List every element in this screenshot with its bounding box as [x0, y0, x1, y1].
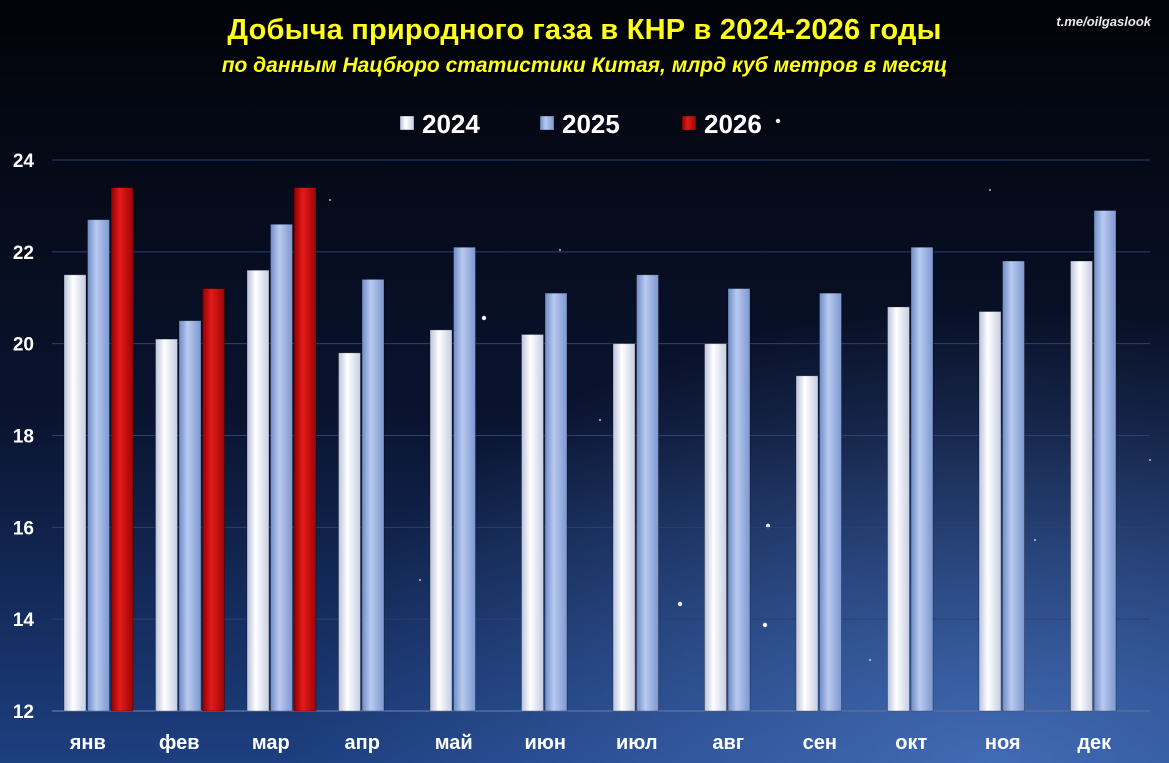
y-gridlines — [52, 159, 1150, 712]
bar-2024-сен — [795, 375, 819, 712]
bar-2025-июл — [636, 274, 659, 712]
x-tick-label: сен — [803, 732, 837, 754]
bar-2024-июн — [521, 334, 544, 712]
bar-2026-фев — [202, 288, 225, 712]
bar-2024-дек — [1070, 260, 1093, 712]
chart-subtitle: по данным Нацбюро статистики Китая, млрд… — [221, 54, 948, 77]
star — [775, 118, 781, 124]
bar-2025-июн — [544, 292, 568, 712]
bar-2025-мар — [270, 223, 293, 712]
legend-swatch-2025 — [539, 115, 555, 131]
bar-2024-апр — [338, 352, 361, 712]
legend-label-2026: 2026 — [704, 109, 762, 139]
star — [1033, 538, 1037, 542]
bar-2024-авг — [704, 343, 727, 712]
y-axis-ticks: 12 14 16 18 20 22 24 — [13, 151, 35, 723]
star — [558, 248, 562, 252]
legend-label-2024: 2024 — [422, 109, 480, 139]
bar-2025-апр — [361, 278, 385, 712]
bar-2024-мар — [246, 269, 270, 712]
star — [762, 622, 768, 628]
x-tick-label: май — [435, 732, 473, 754]
y-tick-label: 22 — [13, 243, 34, 264]
star — [328, 198, 332, 202]
x-tick-label: дек — [1077, 732, 1112, 754]
x-tick-label: апр — [345, 732, 380, 754]
watermark-link[interactable]: t.me/oilgaslook — [1056, 14, 1151, 29]
star — [868, 658, 872, 662]
y-tick-label: 12 — [13, 702, 34, 723]
bar-2024-янв — [63, 274, 87, 712]
star — [598, 418, 602, 422]
bar-2025-май — [453, 246, 476, 712]
bar-2026-мар — [293, 187, 317, 712]
x-tick-label: авг — [712, 732, 744, 754]
x-tick-label: фев — [159, 732, 200, 754]
legend-swatch-2026 — [681, 115, 697, 131]
star — [1148, 458, 1152, 462]
y-tick-label: 24 — [13, 151, 35, 172]
bar-2025-дек — [1093, 210, 1117, 712]
y-tick-label: 14 — [13, 610, 35, 631]
bars-group — [63, 187, 1117, 712]
bar-2024-ноя — [978, 311, 1002, 712]
x-tick-label: мар — [252, 732, 290, 754]
bar-2024-май — [429, 329, 453, 712]
y-tick-label: 20 — [13, 335, 34, 356]
legend-swatch-2024 — [399, 115, 415, 131]
x-tick-label: янв — [69, 732, 106, 754]
x-tick-label: июл — [616, 732, 658, 754]
star — [988, 188, 992, 192]
legend: 2024 2025 2026 — [399, 109, 762, 139]
legend-label-2025: 2025 — [562, 109, 620, 139]
star — [418, 578, 422, 582]
x-tick-label: июн — [525, 732, 566, 754]
chart-title: Добыча природного газа в КНР в 2024-2026… — [227, 14, 942, 46]
bar-2025-авг — [727, 288, 751, 712]
x-axis-ticks: янв фев мар апр май июн июл авг сен окт ноя дек — [69, 732, 1112, 754]
star — [481, 315, 487, 321]
bar-2025-фев — [178, 320, 202, 712]
bar-2025-сен — [819, 292, 842, 712]
y-tick-label: 16 — [13, 518, 34, 539]
bar-2026-янв — [110, 187, 134, 712]
x-tick-label: окт — [895, 732, 927, 754]
y-tick-label: 18 — [13, 427, 34, 448]
star — [677, 601, 683, 607]
bar-2025-ноя — [1002, 260, 1025, 712]
bar-2024-фев — [155, 338, 178, 712]
x-tick-label: ноя — [985, 732, 1021, 754]
bar-2024-июл — [612, 343, 636, 712]
bar-2025-янв — [87, 219, 110, 712]
bar-2025-окт — [910, 246, 934, 712]
bar-2024-окт — [887, 306, 910, 712]
